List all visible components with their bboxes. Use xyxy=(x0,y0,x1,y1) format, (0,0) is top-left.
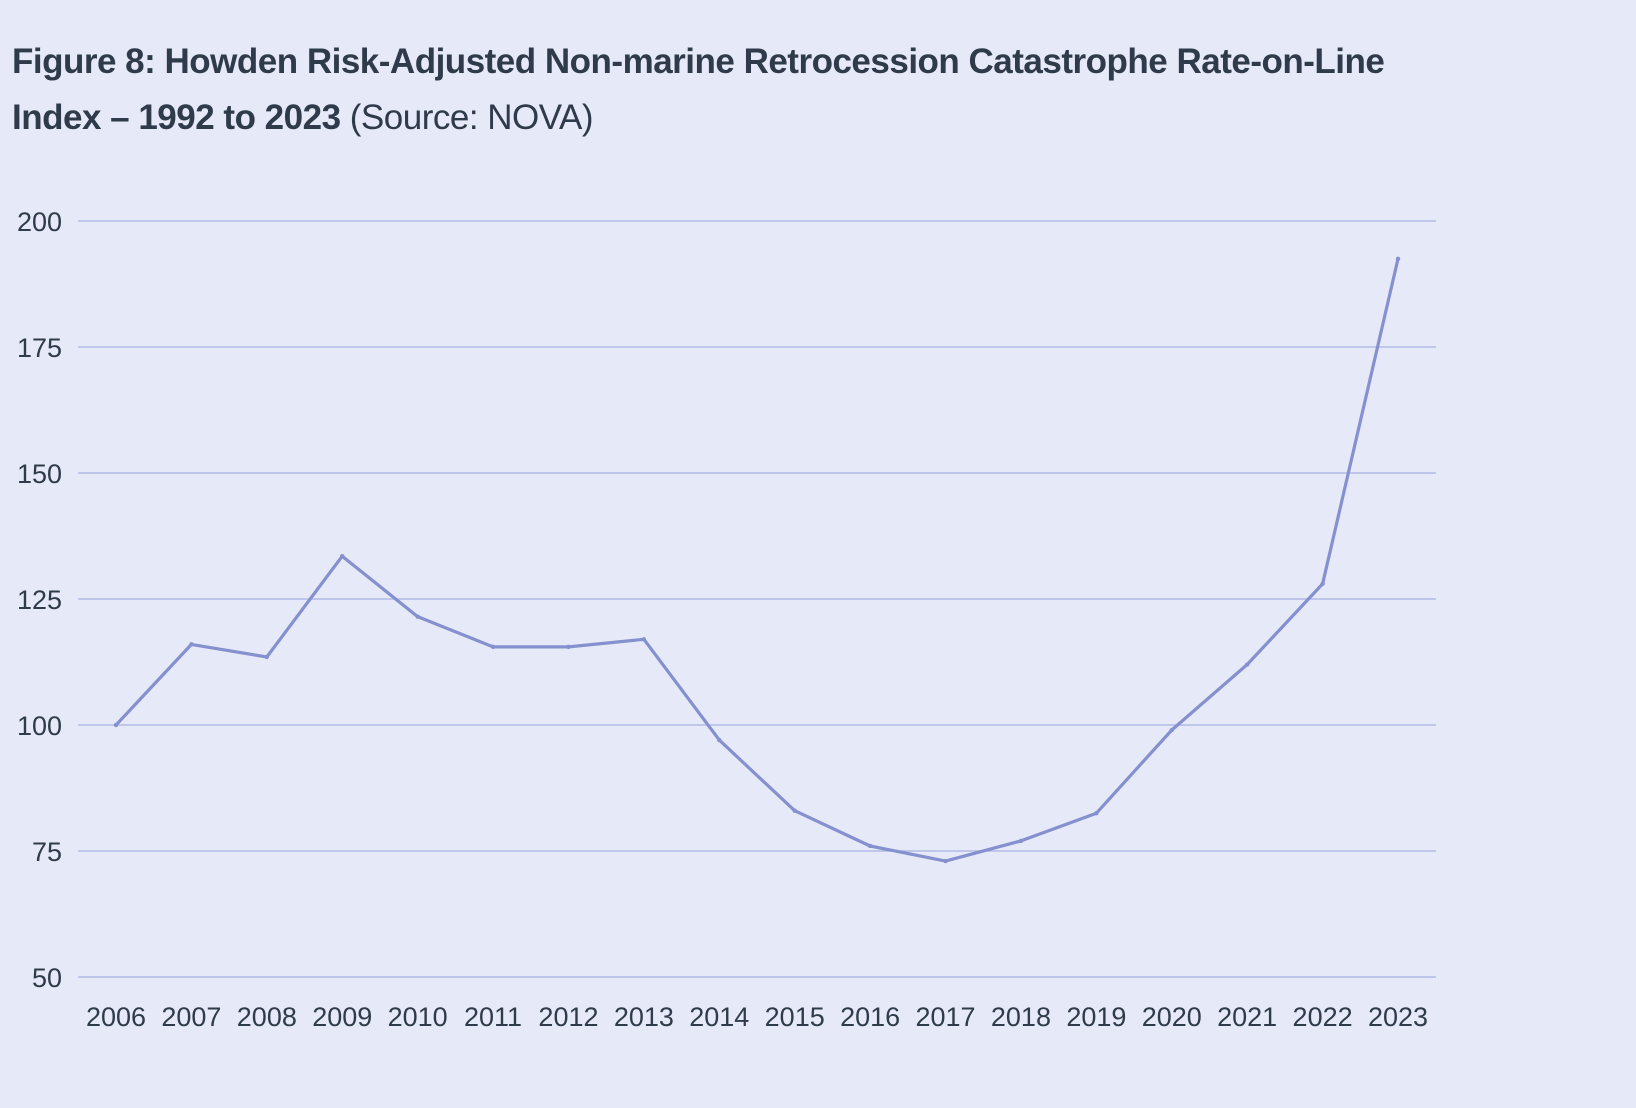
data-point-2016 xyxy=(867,843,873,849)
data-point-2009 xyxy=(340,553,345,559)
x-tick-label-2022: 2022 xyxy=(1293,1002,1353,1032)
x-tick-label-2010: 2010 xyxy=(388,1002,448,1032)
x-tick-label-2007: 2007 xyxy=(161,1002,221,1032)
x-tick-label-2013: 2013 xyxy=(614,1002,674,1032)
x-tick-label-2006: 2006 xyxy=(86,1002,146,1032)
x-tick-label-2014: 2014 xyxy=(689,1002,749,1032)
x-tick-label-2015: 2015 xyxy=(765,1002,825,1032)
y-tick-label-100: 100 xyxy=(17,711,62,741)
y-axis-ticks: 50 75 100 125 150 175 200 xyxy=(17,207,62,993)
x-tick-label-2008: 2008 xyxy=(237,1002,297,1032)
data-point-2010 xyxy=(415,614,420,619)
data-point-2019 xyxy=(1094,811,1099,816)
y-tick-label-150: 150 xyxy=(17,459,62,489)
y-tick-label-175: 175 xyxy=(17,333,62,363)
x-tick-label-2018: 2018 xyxy=(991,1002,1051,1032)
data-point-2021 xyxy=(1244,662,1250,667)
data-point-2015 xyxy=(792,808,797,813)
y-tick-label-50: 50 xyxy=(32,963,62,993)
chart-title-main: Figure 8: Howden Risk-Adjusted Non-marin… xyxy=(12,42,1385,137)
gridlines xyxy=(78,220,1436,978)
data-point-2011 xyxy=(490,644,496,650)
data-point-2014 xyxy=(717,737,722,743)
y-tick-label-200: 200 xyxy=(17,207,62,237)
data-point-2007 xyxy=(189,642,194,647)
x-axis-ticks: 2006 2007 2008 2009 2010 2011 2012 2013 2014 2015… xyxy=(86,1002,1428,1032)
x-tick-label-2011: 2011 xyxy=(464,1002,522,1032)
data-point-2017 xyxy=(943,858,948,864)
x-tick-label-2017: 2017 xyxy=(915,1002,975,1032)
data-point-2022 xyxy=(1320,581,1325,587)
y-tick-label-125: 125 xyxy=(17,585,62,615)
data-point-2013 xyxy=(641,637,647,642)
series-line-0 xyxy=(114,257,1400,863)
data-point-2008 xyxy=(264,654,270,660)
x-tick-label-2012: 2012 xyxy=(538,1002,598,1032)
series-group xyxy=(113,256,1401,864)
data-point-2018 xyxy=(1018,838,1024,844)
x-tick-label-2019: 2019 xyxy=(1066,1002,1126,1032)
chart-title-source: (Source: NOVA) xyxy=(349,98,594,137)
chart-title: Figure 8: Howden Risk-Adjusted Non-marin… xyxy=(12,34,1432,146)
x-tick-label-2023: 2023 xyxy=(1368,1002,1428,1032)
data-point-2023 xyxy=(1395,256,1401,261)
x-tick-label-2020: 2020 xyxy=(1142,1002,1202,1032)
data-point-2006 xyxy=(113,722,119,728)
y-tick-label-75: 75 xyxy=(32,837,62,867)
data-point-2020 xyxy=(1169,727,1174,733)
x-tick-label-2016: 2016 xyxy=(840,1002,900,1032)
data-point-2012 xyxy=(566,644,571,650)
x-tick-label-2009: 2009 xyxy=(312,1002,372,1032)
x-tick-label-2021: 2021 xyxy=(1217,1002,1277,1032)
